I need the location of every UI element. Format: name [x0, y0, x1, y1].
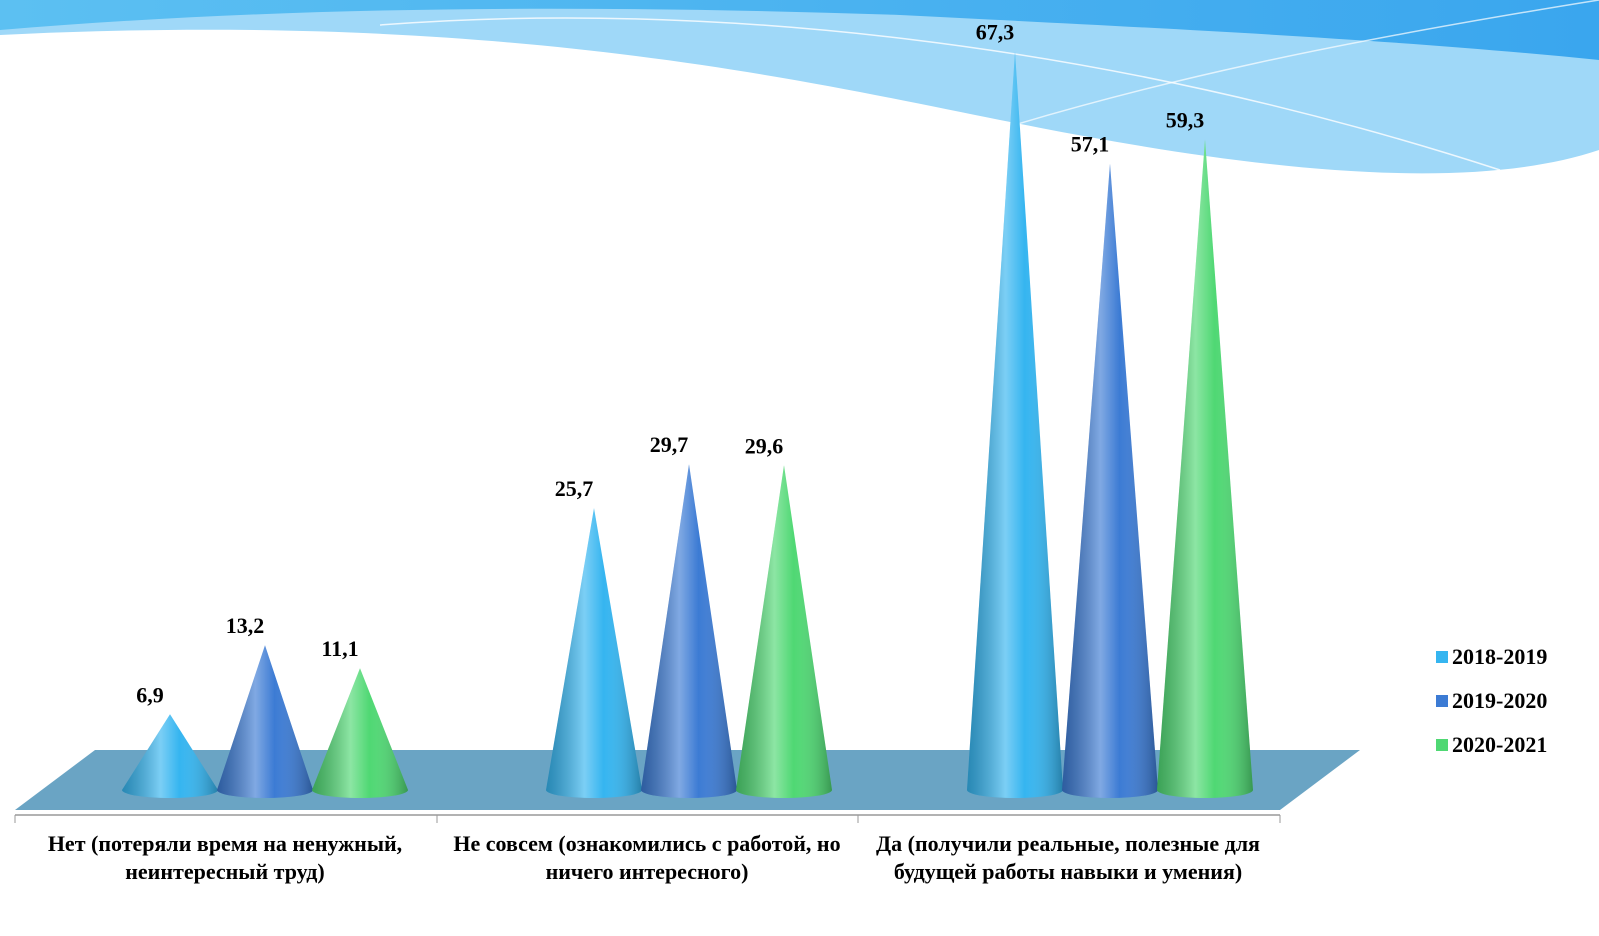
- cone: [736, 465, 832, 798]
- value-label: 29,7: [650, 432, 689, 457]
- category-label: Нет (потеряли время на ненужный, неинтер…: [47, 831, 403, 884]
- cone: [967, 51, 1063, 799]
- background-wave: [0, 0, 1599, 174]
- category-label: Да (получили реальные, полезные для буду…: [876, 831, 1260, 884]
- legend-item: 2019-2020: [1436, 688, 1547, 714]
- cone: [217, 645, 313, 798]
- cone: [312, 668, 408, 798]
- legend-label: 2018-2019: [1452, 644, 1548, 669]
- value-label: 29,6: [745, 433, 784, 458]
- value-label: 25,7: [555, 476, 594, 501]
- value-label: 6,9: [136, 682, 164, 707]
- value-label: 13,2: [226, 613, 265, 638]
- legend-swatch: [1436, 651, 1448, 663]
- legend-swatch: [1436, 695, 1448, 707]
- legend-item: 2020-2021: [1436, 732, 1547, 758]
- legend-item: 2018-2019: [1436, 644, 1547, 670]
- legend-label: 2019-2020: [1452, 688, 1548, 713]
- legend-label: 2020-2021: [1452, 732, 1548, 757]
- value-label: 57,1: [1071, 132, 1110, 157]
- value-label: 59,3: [1166, 107, 1205, 132]
- cone: [1062, 163, 1158, 798]
- cone: [1157, 139, 1253, 798]
- cone: [546, 508, 642, 798]
- legend-swatch: [1436, 739, 1448, 751]
- value-label: 67,3: [976, 20, 1015, 45]
- value-label: 11,1: [321, 636, 358, 661]
- cone: [641, 464, 737, 798]
- category-label: Не совсем (ознакомились с работой, но ни…: [453, 831, 841, 884]
